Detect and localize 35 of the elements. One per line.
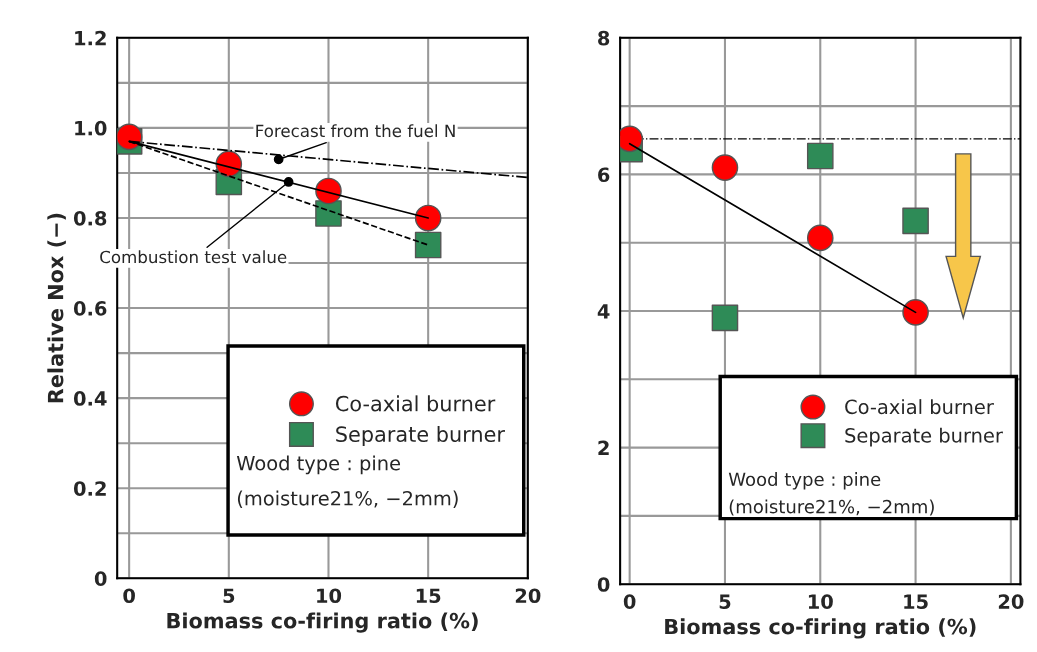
annotation: (moisture21%, −2mm): [729, 499, 934, 516]
x-tick-label: 10: [808, 594, 833, 609]
annotation: Wood type : pine: [236, 455, 401, 475]
y-tick-label: 8: [598, 30, 610, 46]
x-tick-label: 0: [123, 588, 135, 604]
x-tick-label: 20: [998, 594, 1024, 609]
x-tick-label: 5: [223, 588, 235, 604]
y-tick-label: 0.8: [73, 210, 107, 226]
y-axis-title: Relative Nox (−): [47, 213, 66, 403]
annotation: Forecast from the fuel N: [256, 124, 455, 138]
annotation: (moisture21%, −2mm): [237, 490, 458, 508]
x-tick-label: 15: [416, 588, 441, 604]
legend-label: Separate burner: [845, 427, 1003, 447]
x-tick-label: 10: [317, 588, 342, 604]
y-tick-label: 2: [598, 440, 609, 455]
y-tick-label: 4: [597, 304, 610, 319]
legend-label: Separate burner: [336, 425, 505, 447]
x-tick-label: 0: [623, 594, 636, 609]
x-tick-label: 15: [904, 594, 928, 609]
legend-label: Co-axial burner: [335, 395, 496, 412]
y-tick-label: 0.6: [73, 301, 107, 316]
y-tick-label: 0: [94, 571, 107, 586]
annotation: Combustion test value: [100, 250, 287, 264]
annotation: Wood type : pine: [728, 472, 881, 490]
y-tick-label: 1.0: [75, 120, 107, 136]
y-tick-label: 6: [598, 167, 610, 183]
x-axis-title: Biomass co-firing ratio (%): [665, 618, 976, 639]
y-tick-label: 0.4: [73, 391, 107, 406]
y-tick-label: 0.2: [73, 481, 106, 496]
x-tick-label: 20: [515, 588, 541, 604]
x-tick-label: 5: [719, 594, 731, 609]
legend-label: Co-axial burner: [845, 399, 994, 415]
y-tick-label: 1.2: [75, 30, 106, 46]
x-axis-title: Biomass co-firing ratio (%): [167, 612, 478, 633]
y-tick-label: 0: [597, 577, 610, 592]
